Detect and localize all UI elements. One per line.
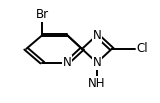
Text: N: N [63,56,72,69]
Text: NH: NH [88,77,106,90]
Text: N: N [92,56,101,69]
Text: Br: Br [36,8,49,21]
Text: N: N [92,29,101,42]
Text: Cl: Cl [137,42,148,55]
